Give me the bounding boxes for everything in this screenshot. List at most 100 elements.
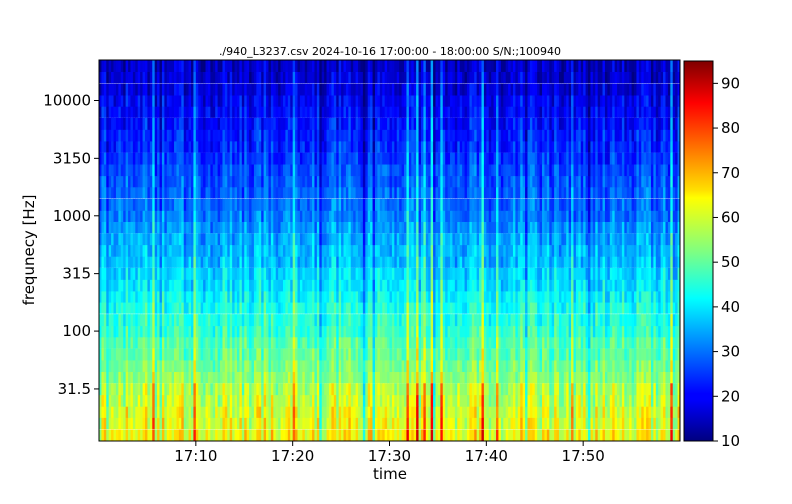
heatmap-cell	[190, 290, 194, 303]
heatmap-cell	[115, 255, 119, 268]
heatmap-cell	[384, 210, 388, 222]
heatmap-cell	[374, 233, 378, 246]
heatmap-cell	[520, 279, 524, 292]
heatmap-cell	[207, 314, 211, 327]
heatmap-cell	[142, 348, 146, 361]
heatmap-cell	[580, 233, 584, 246]
heatmap-cell	[420, 394, 424, 407]
heatmap-cell	[491, 429, 494, 442]
heatmap-cell	[227, 383, 231, 396]
heatmap-cell	[137, 279, 141, 292]
heatmap-cell	[491, 301, 494, 314]
heatmap-cell	[619, 221, 623, 234]
heatmap-cell	[597, 233, 601, 246]
heatmap-cell	[249, 314, 252, 327]
heatmap-cell	[537, 405, 540, 418]
heatmap-cell	[631, 210, 635, 222]
heatmap-cell	[600, 244, 603, 257]
heatmap-cell	[658, 314, 662, 327]
heatmap-cell	[621, 383, 625, 396]
heatmap-cell	[583, 360, 586, 372]
heatmap-cell	[307, 279, 311, 292]
heatmap-cell	[166, 221, 170, 234]
heatmap-cell	[261, 244, 265, 257]
heatmap-cell	[408, 394, 412, 407]
heatmap-cell	[445, 360, 448, 372]
heatmap-cell	[132, 210, 136, 222]
heatmap-cell	[268, 429, 272, 442]
heatmap-cell	[563, 383, 567, 396]
heatmap-cell	[263, 244, 267, 257]
heatmap-cell	[101, 394, 105, 407]
heatmap-cell	[249, 233, 252, 246]
heatmap-cell	[549, 279, 553, 292]
heatmap-cell	[406, 244, 410, 257]
heatmap-cell	[578, 267, 582, 280]
heatmap-cell	[123, 336, 127, 349]
heatmap-cell	[515, 371, 519, 384]
heatmap-cell	[653, 301, 657, 314]
heatmap-cell	[568, 360, 572, 372]
heatmap-cell	[137, 360, 141, 372]
heatmap-cell	[174, 221, 177, 234]
heatmap-cell	[256, 371, 260, 384]
heatmap-cell	[161, 233, 165, 246]
heatmap-cell	[258, 267, 262, 280]
heatmap-cell	[217, 394, 221, 407]
heatmap-cell	[217, 348, 221, 361]
heatmap-cell	[515, 314, 519, 327]
heatmap-cell	[106, 221, 110, 234]
heatmap-cell	[493, 325, 497, 338]
heatmap-cell	[290, 290, 294, 303]
heatmap-cell	[450, 210, 453, 222]
heatmap-cell	[520, 198, 524, 211]
heatmap-cell	[401, 348, 405, 361]
heatmap-cell	[503, 279, 507, 292]
heatmap-cell	[132, 360, 136, 372]
heatmap-cell	[529, 221, 533, 234]
heatmap-cell	[411, 290, 415, 303]
heatmap-cell	[101, 336, 105, 349]
heatmap-cell	[612, 405, 616, 418]
heatmap-cell	[246, 360, 250, 372]
heatmap-cell	[510, 336, 514, 349]
heatmap-cell	[491, 417, 494, 430]
heatmap-cell	[316, 405, 320, 418]
heatmap-cell	[571, 255, 574, 268]
heatmap-cell	[517, 394, 521, 407]
heatmap-cell	[132, 198, 136, 211]
heatmap-cell	[178, 383, 182, 396]
heatmap-cell	[488, 360, 492, 372]
heatmap-cell	[433, 360, 436, 372]
heatmap-cell	[411, 371, 415, 384]
heatmap-cell	[249, 360, 252, 372]
heatmap-cell	[566, 301, 570, 314]
heatmap-cell	[113, 279, 117, 292]
heatmap-cell	[307, 360, 311, 372]
heatmap-cell	[374, 290, 378, 303]
heatmap-cell	[360, 210, 364, 222]
heatmap-cell	[602, 301, 606, 314]
heatmap-cell	[207, 198, 211, 211]
heatmap-cell	[188, 394, 192, 407]
heatmap-cell	[483, 279, 487, 292]
heatmap-cell	[418, 371, 422, 384]
heatmap-cell	[638, 290, 642, 303]
heatmap-cell	[358, 233, 361, 246]
heatmap-cell	[428, 348, 432, 361]
heatmap-cell	[108, 371, 112, 384]
heatmap-cell	[309, 325, 313, 338]
heatmap-cell	[324, 290, 327, 303]
heatmap-cell	[285, 210, 289, 222]
heatmap-cell	[282, 279, 286, 292]
heatmap-cell	[401, 417, 405, 430]
heatmap-cell	[491, 198, 494, 211]
heatmap-cell	[290, 255, 294, 268]
heatmap-cell	[520, 417, 524, 430]
heatmap-cell	[145, 290, 148, 303]
heatmap-cell	[655, 244, 659, 257]
heatmap-cell	[220, 244, 223, 257]
heatmap-cell	[425, 325, 429, 338]
heatmap-cell	[302, 290, 306, 303]
heatmap-cell	[512, 417, 516, 430]
